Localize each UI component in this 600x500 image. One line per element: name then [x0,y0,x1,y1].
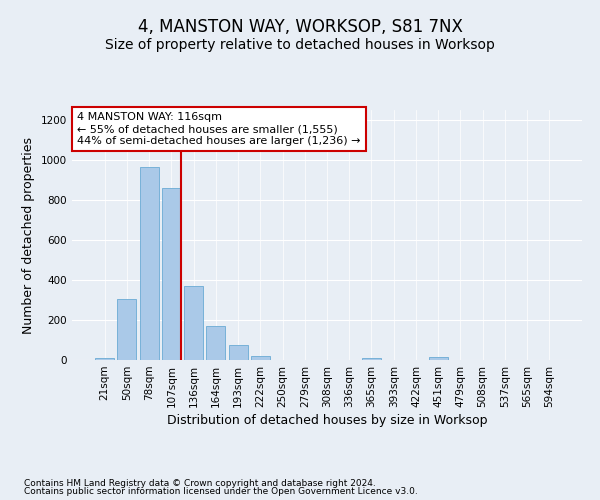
Text: Contains public sector information licensed under the Open Government Licence v3: Contains public sector information licen… [24,487,418,496]
Text: Contains HM Land Registry data © Crown copyright and database right 2024.: Contains HM Land Registry data © Crown c… [24,478,376,488]
Bar [140,167,158,360]
Text: Size of property relative to detached houses in Worksop: Size of property relative to detached ho… [105,38,495,52]
X-axis label: Distribution of detached houses by size in Worksop: Distribution of detached houses by size … [167,414,487,427]
Text: 4, MANSTON WAY, WORKSOP, S81 7NX: 4, MANSTON WAY, WORKSOP, S81 7NX [137,18,463,36]
Bar [206,326,225,360]
Y-axis label: Number of detached properties: Number of detached properties [22,136,35,334]
Bar [229,346,248,360]
Bar [162,188,181,360]
Bar [118,299,136,360]
Bar [184,286,203,360]
Bar [95,358,114,360]
Bar [429,357,448,360]
Bar [362,358,381,360]
Bar [251,356,270,360]
Text: 4 MANSTON WAY: 116sqm
← 55% of detached houses are smaller (1,555)
44% of semi-d: 4 MANSTON WAY: 116sqm ← 55% of detached … [77,112,361,146]
